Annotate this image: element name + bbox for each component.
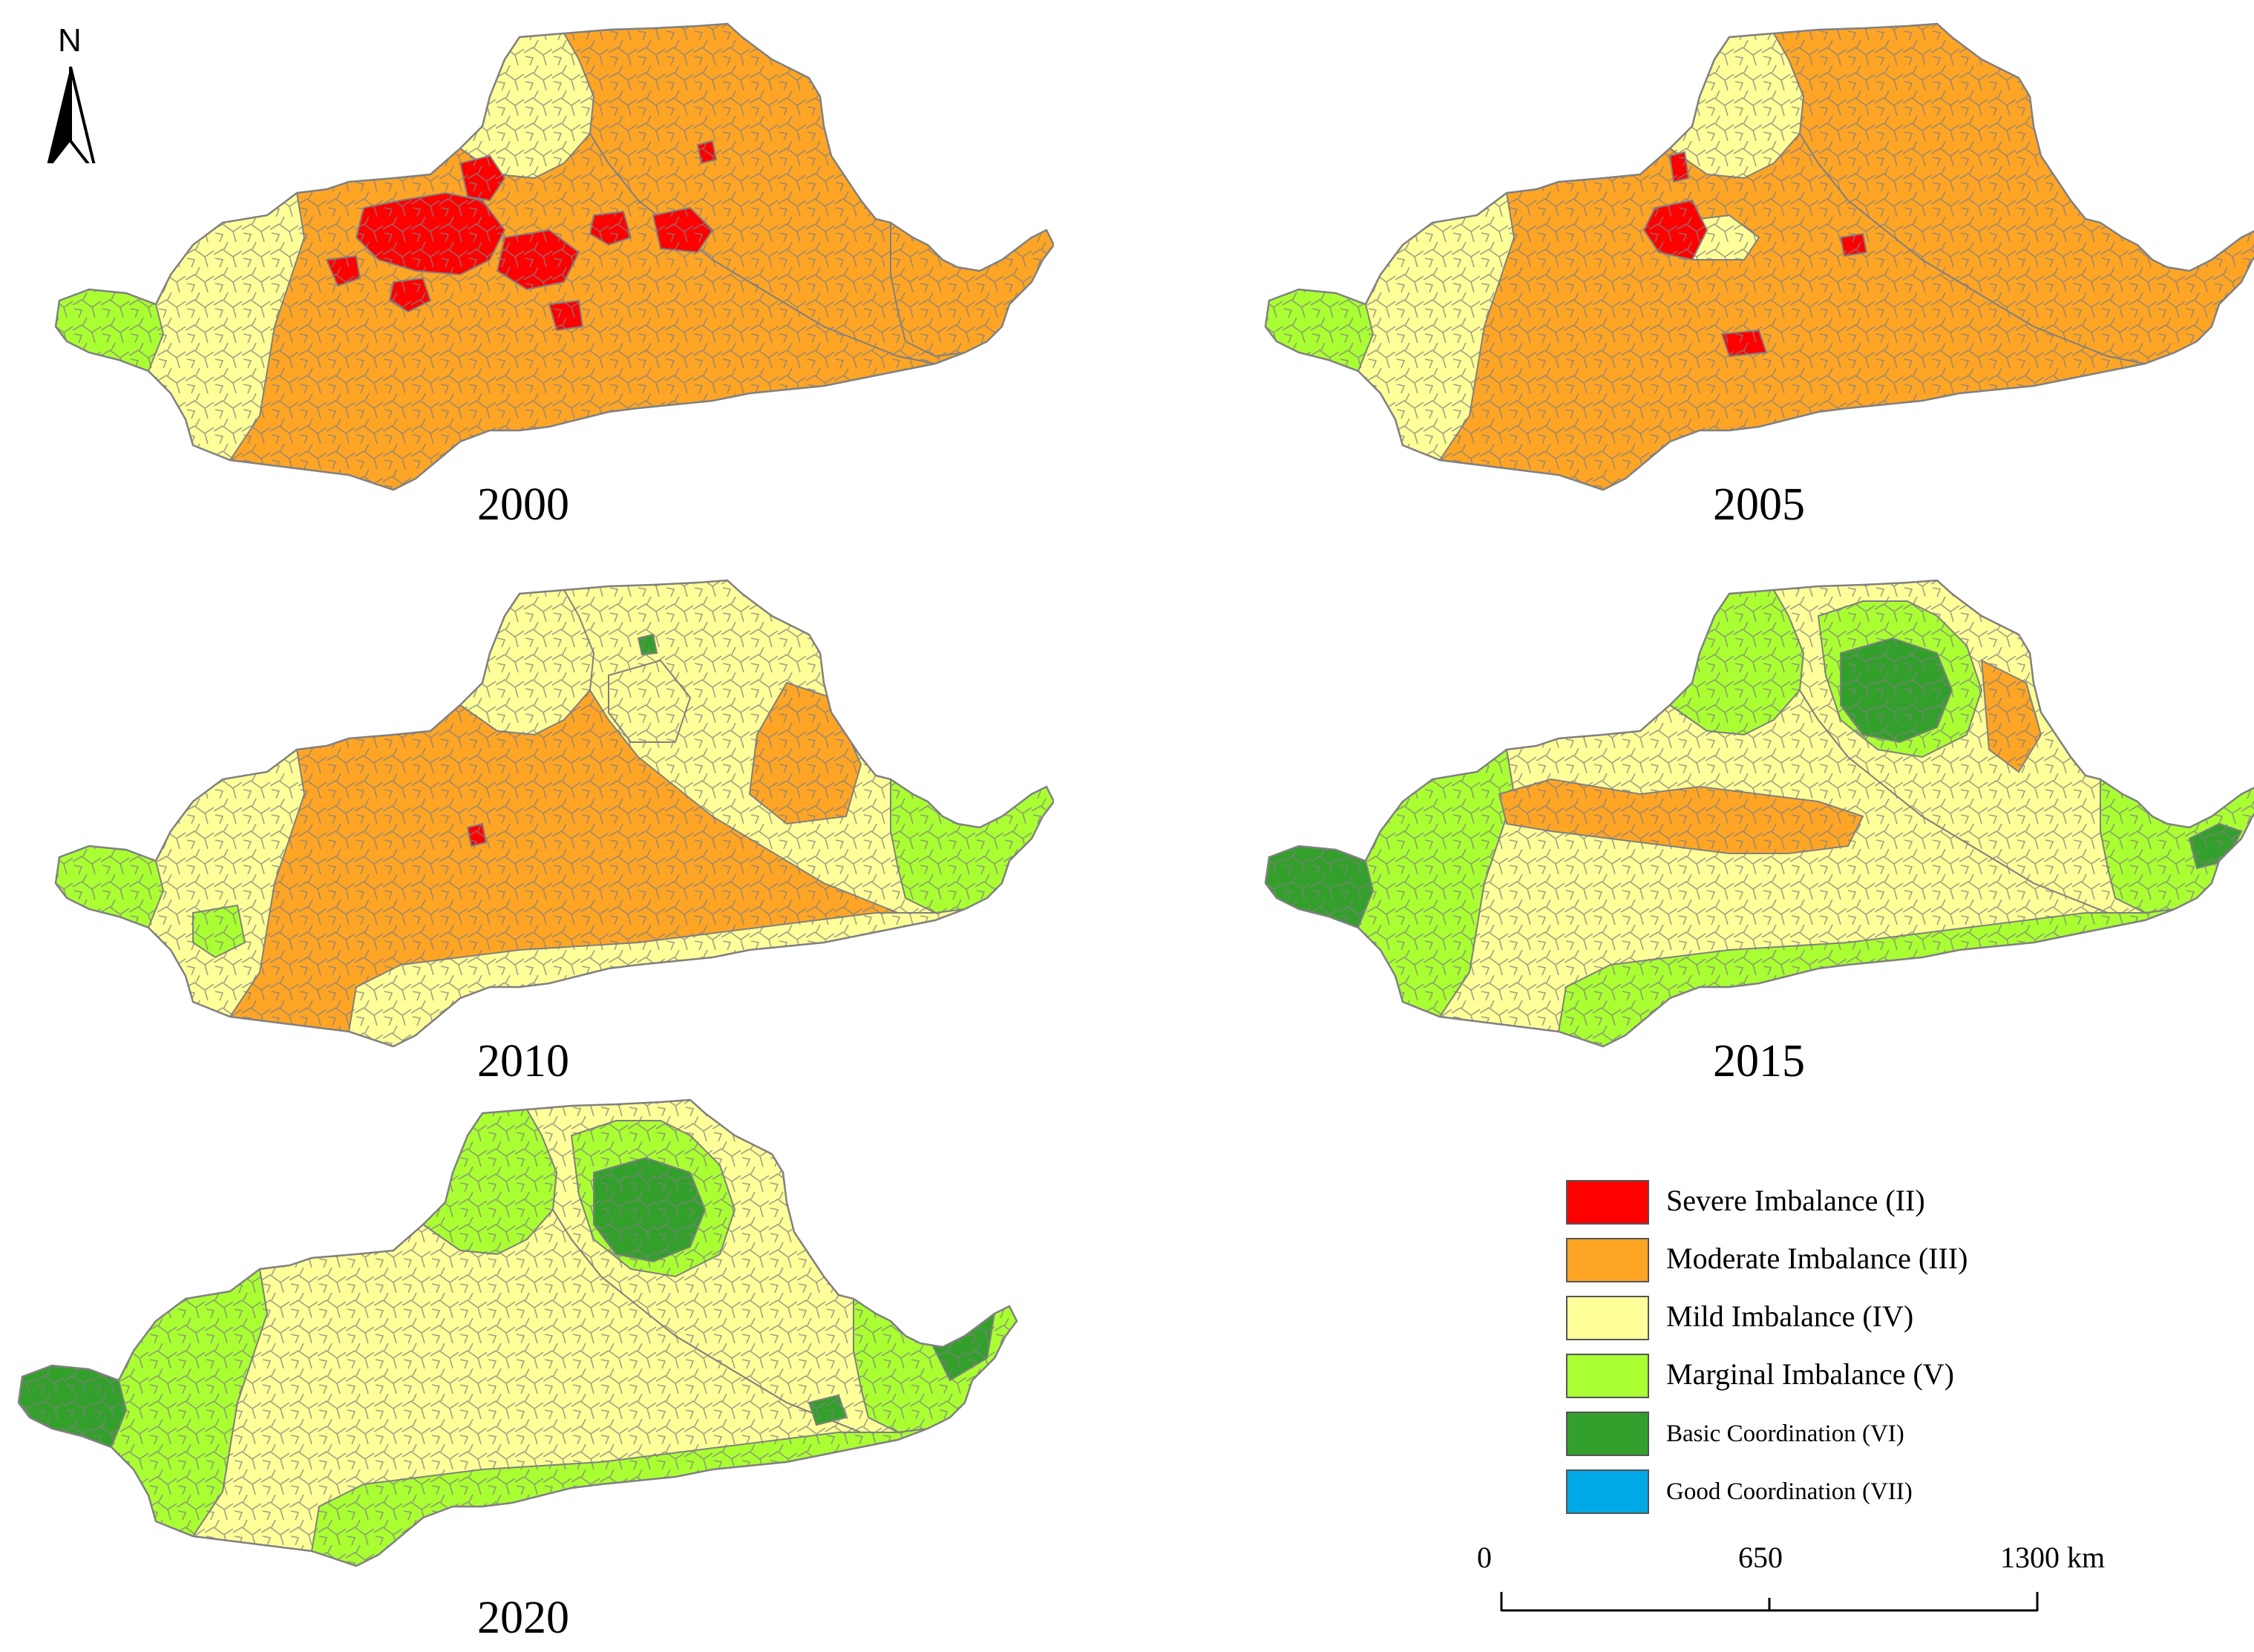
scale-bar-line [1500, 1592, 2039, 1612]
basin-map-2000 [54, 22, 1054, 491]
legend-label-mild: Mild Imbalance (IV) [1666, 1299, 1914, 1333]
district-boundaries [56, 580, 1054, 1046]
year-label-2010: 2010 [477, 1036, 569, 1086]
map-panel-2015 [1254, 571, 2254, 1054]
district-boundaries [56, 24, 1054, 490]
north-arrow: N [37, 22, 119, 176]
legend-label-marginal: Marginal Imbalance (V) [1666, 1357, 1954, 1391]
legend-swatch-good [1566, 1469, 1649, 1514]
legend-label-severe: Severe Imbalance (II) [1666, 1184, 1925, 1217]
scale-bar: 0 650 1300 km [1477, 1540, 2145, 1622]
legend-label-moderate: Moderate Imbalance (III) [1666, 1242, 1968, 1275]
basin-map-2020 [17, 1098, 1018, 1567]
map-regions [56, 24, 1054, 490]
map-regions [1265, 24, 2254, 490]
basin-map-2010 [54, 579, 1054, 1048]
basin-outline [54, 22, 1054, 491]
year-label-2015: 2015 [1713, 1036, 1805, 1086]
year-label-2000: 2000 [477, 479, 569, 530]
basin-map-2015 [1264, 579, 2254, 1048]
basin-outline [17, 1098, 1018, 1567]
legend-swatch-mild [1566, 1296, 1649, 1340]
legend-swatch-moderate [1566, 1238, 1649, 1282]
legend-swatch-severe [1566, 1180, 1649, 1225]
district-boundaries [19, 1100, 1017, 1566]
map-panel-2020 [7, 1091, 1061, 1603]
year-label-2020: 2020 [477, 1593, 569, 1643]
map-panel-2000 [45, 15, 1054, 497]
map-panel-2005 [1254, 15, 2254, 497]
basin-outline [1264, 579, 2254, 1048]
district-boundaries [1265, 24, 2254, 490]
scale-tick-650: 650 [1738, 1541, 1783, 1574]
map-regions [56, 580, 1054, 1046]
map-regions [19, 1100, 1017, 1566]
basin-map-2005 [1264, 22, 2254, 491]
year-label-2005: 2005 [1713, 479, 1805, 530]
map-regions [1265, 580, 2254, 1046]
scale-tick-0: 0 [1477, 1541, 1492, 1574]
north-label: N [58, 22, 82, 59]
map-panel-2010 [45, 571, 1054, 1054]
basin-outline [1264, 22, 2254, 491]
basin-outline [54, 579, 1054, 1048]
north-arrow-icon [45, 66, 98, 176]
legend-label-good: Good Coordination (VII) [1666, 1478, 1913, 1505]
legend-swatch-marginal [1566, 1354, 1649, 1398]
scale-tick-1300: 1300 km [2000, 1541, 2106, 1574]
legend-label-basic: Basic Coordination (VI) [1666, 1420, 1904, 1447]
district-boundaries [1265, 580, 2254, 1046]
legend-swatch-basic [1566, 1412, 1649, 1456]
